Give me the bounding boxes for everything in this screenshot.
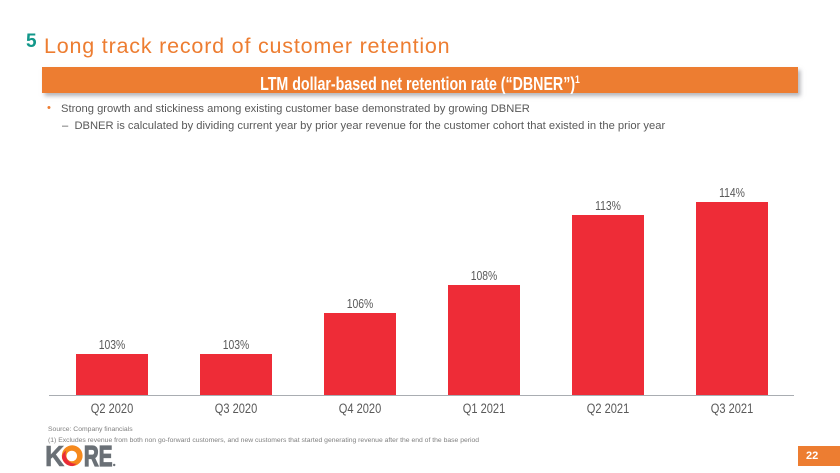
svg-text:RE: RE xyxy=(84,442,113,470)
svg-text:K: K xyxy=(45,442,65,470)
